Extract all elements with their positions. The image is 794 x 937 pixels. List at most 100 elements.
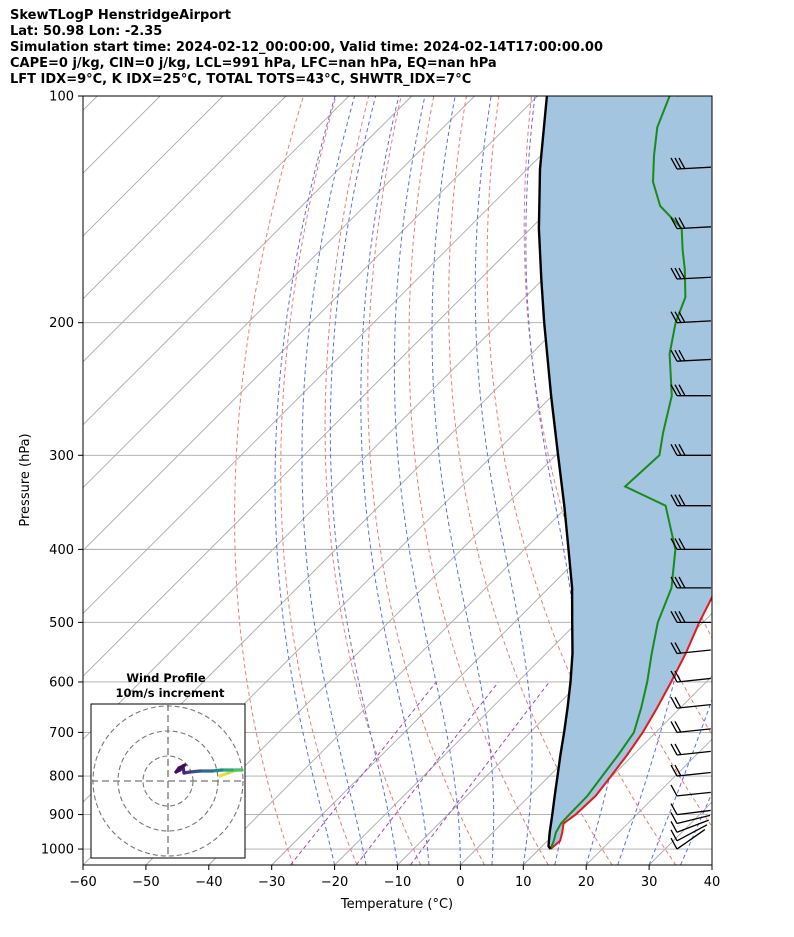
x-tick-label: 0 <box>456 875 464 890</box>
wind-barb-staff <box>676 728 711 734</box>
y-tick-label: 800 <box>49 770 74 785</box>
dry-adiabat-line <box>324 96 422 865</box>
wind-barb <box>670 494 711 507</box>
y-tick-label: 600 <box>49 675 74 690</box>
wind-barb-flag <box>670 670 678 683</box>
x-tick-label: −60 <box>69 875 96 890</box>
mixing-ratio-line <box>355 681 499 865</box>
wind-barb <box>670 267 711 280</box>
x-tick-label: −20 <box>321 875 348 890</box>
wind-barb-flag <box>670 576 678 589</box>
wind-barb-flag <box>674 696 682 709</box>
isotherm-line <box>711 864 712 865</box>
wind-barb-staff <box>676 226 711 230</box>
wind-barb-flag <box>674 670 682 683</box>
dry-adiabat-line <box>760 96 794 865</box>
wind-barb-flag <box>674 743 682 756</box>
dry-adiabat-line <box>448 96 613 865</box>
moist-adiabat-line <box>274 96 336 865</box>
wind-barb-flag <box>670 538 678 550</box>
y-tick-label: 1000 <box>41 843 74 858</box>
wind-barb-staff <box>676 358 711 362</box>
wind-barb-flag <box>678 157 686 170</box>
wind-barb-flag <box>678 217 686 229</box>
isotherm-line <box>83 96 350 363</box>
wind-barb-flag <box>676 96 677 97</box>
y-tick-label: 700 <box>49 726 74 741</box>
isotherm-line <box>397 549 712 865</box>
wind-barb-flag <box>670 721 678 733</box>
y-tick-label: 300 <box>49 449 74 464</box>
isotherm-line <box>83 96 601 615</box>
isotherm-line <box>334 486 712 865</box>
temperature-profile-line <box>549 594 712 850</box>
wind-barb-staff <box>676 703 711 709</box>
wind-barb-flag <box>670 494 678 507</box>
mixing-ratio-line <box>410 681 550 865</box>
wind-barb-staff <box>676 276 711 280</box>
wind-barb <box>670 538 711 551</box>
wind-barb <box>670 721 711 734</box>
wind-barb-flag <box>678 443 686 456</box>
wind-barb-flag <box>670 642 678 654</box>
wind-barb-staff <box>676 824 708 842</box>
wind-barb-flag <box>670 812 678 824</box>
y-tick-label: 500 <box>49 616 74 631</box>
cape-shading <box>538 96 712 849</box>
moist-adiabat-line <box>711 863 712 865</box>
wind-barb <box>670 349 711 362</box>
y-tick-label: 200 <box>49 316 74 331</box>
wind-barb-staff <box>676 814 711 825</box>
moist-adiabat-line <box>648 698 712 865</box>
wind-barb-flag <box>670 157 678 170</box>
moist-adiabats <box>274 96 712 865</box>
mixing-ratio-lines <box>290 681 550 865</box>
wind-barb-flag <box>684 96 685 97</box>
wind-barb-flag <box>678 538 686 550</box>
wind-barb-flag <box>678 384 686 396</box>
wind-barb <box>670 642 711 655</box>
isotherm-line <box>83 96 664 677</box>
inset-speed-rings <box>91 704 245 858</box>
dry-adiabat-line <box>727 96 794 865</box>
dry-adiabat-line <box>523 96 712 828</box>
wind-barb <box>670 311 711 324</box>
wind-barb-staff <box>676 750 711 756</box>
wind-barb-flag <box>678 611 686 623</box>
moist-adiabat-line <box>301 96 367 865</box>
x-tick-label: 40 <box>704 875 721 890</box>
wind-barb-staff <box>676 829 706 850</box>
x-tick-label: −30 <box>258 875 285 890</box>
wind-barb <box>670 384 711 397</box>
isotherm-line <box>83 96 287 300</box>
wind-barb-flag <box>674 443 682 456</box>
y-tick-label: 100 <box>49 90 74 105</box>
wind-barb-flag <box>674 217 682 229</box>
dry-adiabat-line <box>234 96 304 865</box>
isotherm-line <box>83 96 224 237</box>
isotherm-line <box>522 675 712 865</box>
x-tick-label: −40 <box>195 875 222 890</box>
x-axis-label: Temperature (°C) <box>340 897 453 912</box>
wind-barb <box>670 696 711 709</box>
wind-barb-flag <box>670 311 678 323</box>
chart-title: SkewTLogP HenstridgeAirport <box>10 8 231 23</box>
wind-barb-staff <box>676 677 711 683</box>
inset-subtitle: 10m/s increment <box>116 686 225 700</box>
wind-barb <box>670 576 711 589</box>
wind-barb-flag <box>670 743 678 756</box>
inset-title: Wind Profile <box>126 671 206 685</box>
wind-barb-flag <box>674 721 682 733</box>
hodograph-segment <box>188 769 202 774</box>
wind-barb-flag <box>670 267 678 280</box>
wind-barb-staff <box>676 791 711 797</box>
wind-barbs <box>670 96 711 850</box>
wind-barb-flag <box>674 267 682 280</box>
wind-barb <box>670 764 711 777</box>
chart-header: SkewTLogP HenstridgeAirport Lat: 50.98 L… <box>10 8 603 88</box>
wind-barb-flag <box>674 611 682 623</box>
x-tick-label: 30 <box>641 875 658 890</box>
wind-barb-flag <box>670 384 678 396</box>
x-tick-label: 20 <box>578 875 595 890</box>
